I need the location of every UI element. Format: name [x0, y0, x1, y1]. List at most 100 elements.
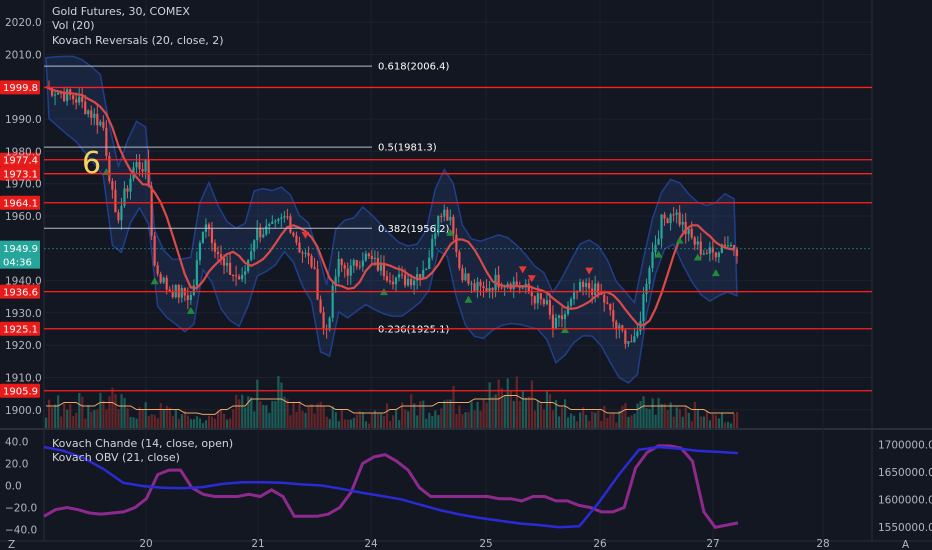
candle-body: [355, 260, 358, 267]
candle: [440, 213, 443, 223]
volume-bar: [723, 422, 727, 428]
volume-bar: [458, 405, 461, 428]
candle: [162, 276, 165, 284]
volume-bar: [114, 394, 117, 428]
level-label-1: 1977.4: [3, 156, 38, 167]
candle-body: [521, 287, 524, 289]
candle: [458, 249, 461, 271]
volume-bar: [216, 410, 220, 428]
volume-bar: [476, 401, 479, 428]
candle: [467, 273, 470, 286]
candle-body: [666, 218, 669, 224]
candle-body: [458, 251, 461, 269]
volume-bar: [334, 412, 337, 428]
candle: [349, 259, 352, 285]
current-price-label: 1949.9: [3, 244, 38, 255]
candle: [633, 327, 636, 343]
volume-bar: [407, 411, 410, 428]
fib-label-1: 0.5(1981.3): [378, 143, 437, 154]
candle: [581, 279, 585, 296]
candle-body: [717, 252, 720, 258]
candle-body: [367, 253, 370, 257]
reversal-up-marker: [186, 306, 195, 314]
candle: [262, 227, 265, 239]
volume-bar: [419, 401, 422, 428]
candle: [726, 236, 730, 248]
candle-body: [388, 280, 392, 282]
candle: [382, 255, 386, 281]
candle-body: [141, 169, 144, 172]
volume-bar: [144, 402, 147, 428]
candle: [87, 109, 90, 118]
candle: [180, 284, 183, 303]
candle: [153, 232, 156, 267]
candle-body: [153, 235, 156, 266]
volume-bar: [563, 399, 567, 428]
obv-tick-1: 1650000.0: [878, 467, 932, 479]
candle-body: [726, 245, 730, 247]
volume-bar: [280, 382, 283, 428]
candle: [705, 249, 708, 255]
candle-body: [247, 260, 250, 272]
volume-bar: [90, 411, 93, 428]
candle-body: [93, 113, 96, 118]
obv-line: [43, 445, 739, 529]
volume-bar: [370, 412, 374, 428]
candle: [358, 260, 361, 270]
volume-bar: [201, 423, 205, 428]
candle-body: [515, 281, 518, 286]
candle: [696, 236, 699, 250]
level-badge-5: [0, 321, 40, 336]
volume-bar: [292, 401, 295, 428]
volume-bar: [567, 417, 570, 428]
candle: [99, 119, 102, 127]
candle: [473, 279, 476, 293]
candle: [331, 280, 334, 322]
candle-body: [606, 302, 609, 304]
candle: [545, 293, 548, 306]
candle: [563, 310, 567, 327]
volume-bar: [627, 416, 630, 428]
volume-bar: [696, 409, 699, 428]
volume-bar: [132, 417, 135, 428]
legend-chande: Kovach Chande (14, close, open): [52, 437, 234, 450]
candle-body: [78, 96, 81, 103]
volume-bar: [509, 391, 512, 428]
volume-bar: [241, 394, 244, 428]
volume-bar: [331, 406, 334, 428]
candle: [654, 235, 657, 258]
volume-bar: [346, 419, 349, 428]
volume-bar: [364, 421, 368, 428]
candle-body: [557, 315, 561, 318]
candle-body: [461, 268, 464, 281]
volume-bar: [207, 415, 211, 428]
chande-tick-3: −20.0: [5, 503, 37, 515]
chande-line: [43, 444, 739, 529]
candle: [159, 271, 162, 284]
candle: [147, 149, 150, 188]
candle-body: [213, 242, 217, 252]
candle: [135, 154, 138, 175]
candle-body: [687, 228, 690, 235]
candle-body: [159, 274, 162, 283]
candle-body: [485, 287, 488, 292]
volume-bar: [265, 405, 268, 428]
volume-bar: [352, 417, 355, 428]
volume-bar: [708, 420, 712, 428]
reversal-up-marker: [711, 269, 720, 277]
candle-body: [81, 96, 84, 102]
candle: [533, 295, 536, 310]
timezone-icon: Z: [8, 539, 15, 550]
reversal-down-marker: [518, 266, 527, 274]
candle-body: [250, 251, 253, 261]
time-tick-6: 28: [816, 538, 829, 550]
candle-body: [343, 265, 346, 269]
volume-bar: [57, 395, 60, 428]
candle: [355, 259, 358, 270]
volume-bar: [548, 394, 552, 428]
volume-bar: [720, 412, 724, 428]
candle: [138, 153, 141, 177]
candle-body: [530, 292, 533, 297]
candle: [735, 246, 739, 264]
